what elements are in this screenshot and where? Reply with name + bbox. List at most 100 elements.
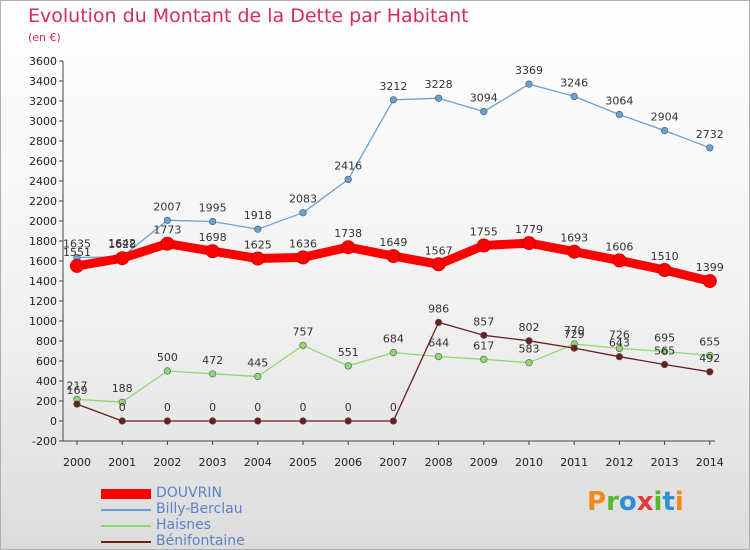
data-label: 1628 (108, 238, 136, 251)
y-tick-label: 3000 (29, 115, 57, 128)
x-tick-label: 2003 (199, 456, 227, 469)
data-point (480, 355, 488, 363)
data-point (250, 251, 265, 266)
data-label: 217 (67, 379, 88, 392)
y-tick-label: 800 (36, 335, 57, 348)
data-label: 169 (67, 384, 88, 397)
data-label: 3369 (515, 64, 543, 77)
logo-letter: P (587, 487, 607, 517)
y-tick-label: 2200 (29, 195, 57, 208)
y-tick-label: 2800 (29, 135, 57, 148)
legend-swatch-haisnes (101, 525, 151, 527)
data-point (389, 96, 398, 104)
data-point (525, 80, 533, 88)
data-point (476, 238, 491, 253)
data-point (118, 417, 126, 425)
y-tick-label: 2400 (29, 175, 57, 188)
data-label: 0 (300, 401, 307, 414)
x-tick-label: 2009 (470, 456, 498, 469)
data-point (296, 250, 310, 265)
data-label: 2732 (696, 128, 724, 141)
y-tick-label: 200 (36, 395, 57, 408)
chart-subtitle: (en €) (28, 31, 61, 44)
data-point (570, 92, 578, 100)
legend-label-haisnes: Haisnes (156, 517, 212, 533)
data-label: 1693 (560, 232, 588, 245)
data-label: 2416 (334, 159, 362, 172)
logo-letter: o (618, 487, 637, 517)
x-tick-label: 2008 (425, 456, 453, 469)
y-tick-label: 2000 (29, 215, 57, 228)
data-label: 3094 (470, 92, 498, 105)
data-label: 1649 (379, 236, 407, 249)
data-label: 3228 (425, 78, 453, 91)
data-point (163, 367, 171, 375)
data-point (525, 359, 533, 367)
data-label: 1779 (515, 223, 543, 236)
data-point (567, 244, 582, 259)
data-point (344, 175, 352, 183)
data-point (431, 257, 446, 272)
data-label: 857 (473, 315, 494, 328)
data-label: 1399 (696, 261, 724, 274)
y-tick-label: 3600 (29, 55, 57, 68)
y-tick-label: -200 (32, 435, 57, 448)
x-tick-label: 2007 (379, 456, 407, 469)
data-label: 1642 (108, 237, 136, 250)
data-point (525, 337, 533, 345)
data-label: 583 (519, 343, 540, 356)
data-label: 1755 (470, 226, 498, 239)
data-point (386, 249, 401, 264)
y-tick-label: 600 (36, 355, 57, 368)
x-tick-label: 2002 (153, 456, 181, 469)
logo-letter: i (674, 487, 684, 517)
data-point (209, 417, 217, 425)
x-tick-label: 2014 (696, 456, 724, 469)
data-label: 492 (699, 352, 720, 365)
data-label: 0 (390, 401, 397, 414)
data-point (254, 225, 262, 233)
chart-title: Evolution du Montant de la Dette par Hab… (28, 5, 469, 27)
data-label: 1625 (244, 239, 272, 252)
x-tick-label: 2001 (108, 456, 136, 469)
data-point (480, 107, 488, 116)
data-label: 617 (473, 339, 494, 352)
data-label: 643 (609, 337, 630, 350)
data-point (706, 368, 714, 376)
data-label: 472 (202, 354, 223, 367)
data-point (702, 274, 717, 289)
data-label: 3246 (560, 76, 588, 89)
legend-label-douvrin: DOUVRIN (156, 485, 222, 501)
data-label: 445 (247, 357, 268, 370)
data-point (435, 318, 443, 327)
data-label: 802 (519, 321, 540, 334)
legend-swatch-billy-berclau (101, 509, 151, 511)
proxiti-logo: Proxiti (587, 487, 684, 517)
data-label: 1995 (199, 202, 227, 215)
y-tick-label: 1200 (29, 295, 57, 308)
data-label: 0 (345, 401, 352, 414)
data-label: 2007 (153, 200, 181, 213)
data-label: 0 (209, 401, 216, 414)
data-label: 770 (564, 324, 585, 337)
data-point (389, 349, 398, 357)
data-point (660, 127, 669, 135)
data-point (118, 398, 126, 406)
data-label: 655 (699, 336, 720, 349)
data-label: 986 (428, 302, 449, 315)
legend-swatch-douvrin (101, 489, 151, 499)
data-label: 757 (293, 325, 314, 338)
data-point (435, 353, 443, 361)
data-point (706, 351, 714, 360)
data-point (344, 362, 352, 370)
data-point (299, 209, 307, 217)
logo-letter: r (606, 487, 619, 517)
x-tick-label: 2000 (63, 456, 91, 469)
data-point (660, 360, 669, 369)
y-tick-label: 400 (36, 375, 57, 388)
data-point (344, 417, 352, 425)
data-label: 695 (654, 332, 675, 345)
data-point (299, 341, 307, 349)
x-tick-label: 2013 (651, 456, 679, 469)
y-tick-label: 2600 (29, 155, 57, 168)
